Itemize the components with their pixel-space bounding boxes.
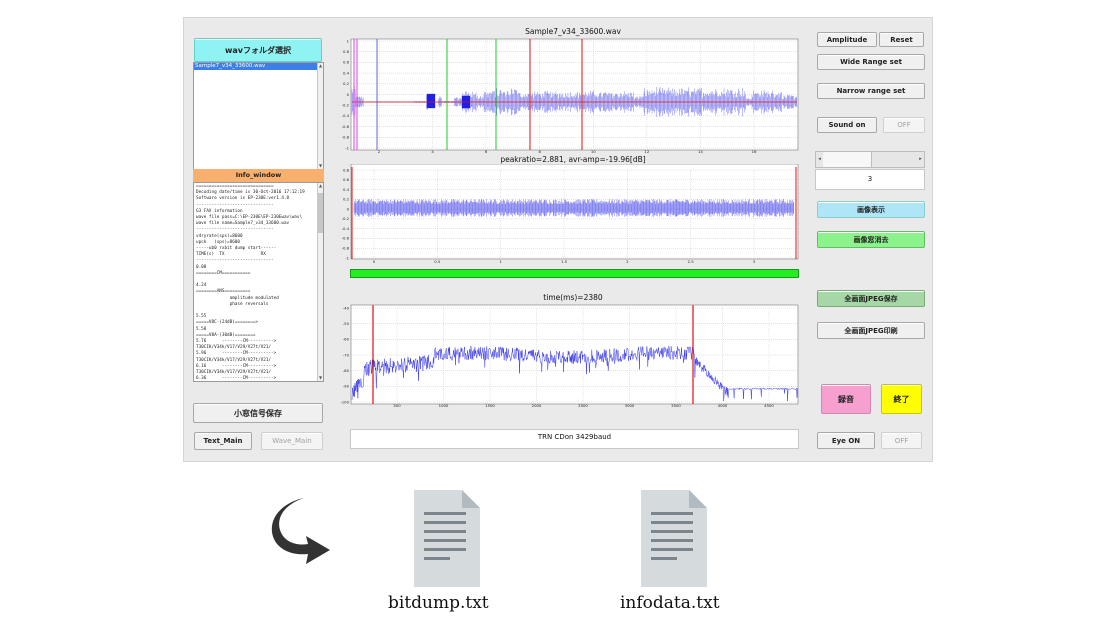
spectrum-y-tick-label: -70 — [343, 352, 350, 357]
spectrum-x-tick-label: 3500 — [671, 403, 681, 408]
record-button[interactable]: 録音 — [821, 384, 871, 414]
peak-y-tick-label: -0.4 — [342, 226, 350, 231]
wave-main-button[interactable]: Wave_Main — [261, 432, 323, 450]
wide-range-set-button[interactable]: Wide Range set — [817, 54, 925, 70]
spectrum-x-tick-label: 4000 — [718, 403, 728, 408]
peak-x-tick-label: 2.5 — [688, 259, 695, 264]
file-list-item[interactable]: Sample7_v34_33600.wav — [194, 63, 319, 70]
image-window-erase-button[interactable]: 画像窓消去 — [817, 231, 925, 248]
bitdump-file-icon — [414, 490, 480, 587]
bitdump-file-label: bitdump.txt — [388, 593, 489, 613]
waveform-y-tick-label: 1 — [347, 38, 350, 43]
file-list-scrollbar[interactable]: ▲ ▼ — [317, 63, 323, 169]
waveform-x-tick-label: 10 — [591, 149, 596, 154]
peak-y-tick-label: -1 — [345, 255, 349, 260]
fullscreen-jpeg-print-button[interactable]: 全画面JPEG印刷 — [817, 322, 925, 339]
fullscreen-jpeg-save-button[interactable]: 全画面JPEG保存 — [817, 290, 925, 307]
peak-y-tick-label: -0.6 — [342, 236, 350, 241]
waveform-y-tick-label: -0.2 — [342, 103, 350, 108]
sound-on-button[interactable]: Sound on — [817, 117, 877, 133]
peak-y-tick-label: 0.2 — [343, 197, 350, 202]
spectrum-y-tick-label: -100 — [340, 399, 349, 404]
spectrum-y-tick-label: -90 — [343, 384, 350, 389]
amplitude-button[interactable]: Amplitude — [817, 32, 877, 47]
infodata-file-label: infodata.txt — [620, 593, 720, 613]
spectrum-y-tick-label: -40 — [343, 305, 350, 310]
spectrum-x-tick-label: 1500 — [485, 403, 495, 408]
info-window-scrollbar[interactable]: ▲ ▼ — [317, 183, 323, 381]
info-window-header: Info_window — [193, 169, 324, 182]
eye-on-button[interactable]: Eye ON — [817, 432, 875, 449]
waveform-y-tick-label: 0 — [347, 92, 350, 97]
spectrum-x-tick-label: 2000 — [532, 403, 542, 408]
spectrum-x-tick-label: 500 — [393, 403, 401, 408]
waveform-plot[interactable]: 1 0.8 0.6 0.4 0.2 0 -0.2 -0.4 -0.6 -0.8 -1 2 4 6 8 10 1… — [334, 36, 804, 161]
waveform-title: Sample7_v34_33600.wav — [525, 27, 621, 36]
image-show-button[interactable]: 画像表示 — [817, 201, 925, 218]
waveform-x-tick-label: 8 — [539, 149, 542, 154]
slider-left-arrow-icon[interactable]: ◂ — [818, 156, 821, 162]
waveform-x-tick-label: 14 — [698, 149, 703, 154]
slider[interactable]: ◂ ▸ — [815, 151, 925, 168]
text-main-button[interactable]: Text_Main — [194, 432, 252, 450]
waveform-y-tick-label: -0.4 — [342, 113, 350, 118]
waveform-x-tick-label: 12 — [644, 149, 649, 154]
slider-thumb[interactable] — [823, 152, 872, 167]
waveform-x-tick-label: 2 — [378, 149, 381, 154]
wav-folder-select-button[interactable]: wavフォルダ選択 — [194, 38, 322, 62]
analyzer-window: wavフォルダ選択 Sample7_v34_33600.wav ▲ ▼ Info… — [183, 17, 933, 462]
small-window-save-button[interactable]: 小窓信号保存 — [193, 403, 323, 423]
peak-x-tick-label: 1 — [499, 259, 502, 264]
waveform-y-tick-label: 0.2 — [343, 81, 350, 86]
exit-button[interactable]: 終了 — [881, 384, 922, 414]
peak-y-tick-label: 0.8 — [343, 167, 350, 172]
narrow-range-set-button[interactable]: Narrow range set — [817, 83, 925, 99]
file-list[interactable]: Sample7_v34_33600.wav ▲ ▼ — [193, 62, 324, 170]
reset-button[interactable]: Reset — [879, 32, 924, 47]
spectrum-y-tick-label: -80 — [343, 368, 350, 373]
slider-value-field[interactable]: 3 — [815, 169, 925, 190]
info-window-text: ============================== Decoding … — [196, 184, 305, 382]
eye-off-button[interactable]: OFF — [881, 432, 922, 449]
infodata-file-icon — [641, 490, 707, 587]
waveform-x-tick-label: 4 — [431, 149, 434, 154]
peak-y-tick-label: -0.2 — [342, 216, 350, 221]
sound-off-button[interactable]: OFF — [883, 117, 925, 133]
status-bar: TRN CDon 3429baud — [350, 429, 799, 449]
waveform-y-tick-label: 0.8 — [343, 49, 350, 54]
spectrum-title: time(ms)=2380 — [543, 293, 603, 302]
peak-title: peakratio=2.881, avr-amp=-19.96[dB] — [500, 155, 646, 164]
peak-y-tick-label: -0.8 — [342, 246, 350, 251]
peak-y-tick-label: 0 — [347, 206, 350, 211]
waveform-y-tick-label: -1 — [345, 145, 349, 150]
spectrum-x-tick-label: 1000 — [439, 403, 449, 408]
peak-x-tick-label: 1.5 — [561, 259, 568, 264]
waveform-y-tick-label: 0.6 — [343, 60, 350, 65]
spectrum-x-tick-label: 4500 — [764, 403, 774, 408]
peak-y-tick-label: 0.4 — [343, 187, 350, 192]
spectrum-plot[interactable]: -40 -50 -60 -70 -80 -90 -100 500 1000 1500 2000 25… — [334, 302, 804, 414]
peak-x-tick-label: 2 — [626, 259, 629, 264]
peak-x-tick-label: 3 — [753, 259, 756, 264]
slider-right-arrow-icon[interactable]: ▸ — [919, 156, 922, 162]
spectrum-x-tick-label: 3000 — [625, 403, 635, 408]
peak-x-tick-label: 0.5 — [434, 259, 441, 264]
progress-bar — [350, 269, 799, 278]
waveform-x-tick-label: 16 — [752, 149, 757, 154]
peak-x-tick-label: 0 — [373, 259, 376, 264]
curved-arrow-icon — [271, 498, 330, 564]
peak-plot[interactable]: 0.8 0.6 0.4 0.2 0 -0.2 -0.4 -0.6 -0.8 -1 0 0.5 1 1.5… — [334, 164, 804, 269]
waveform-y-tick-label: 0.4 — [343, 70, 350, 75]
waveform-x-tick-label: 6 — [485, 149, 488, 154]
waveform-y-tick-label: -0.8 — [342, 135, 350, 140]
spectrum-y-tick-label: -50 — [343, 321, 350, 326]
spectrum-x-tick-label: 2500 — [578, 403, 588, 408]
peak-y-tick-label: 0.6 — [343, 177, 350, 182]
spectrum-y-tick-label: -60 — [343, 337, 350, 342]
info-window[interactable]: ============================== Decoding … — [193, 182, 324, 382]
waveform-y-tick-label: -0.6 — [342, 124, 350, 129]
